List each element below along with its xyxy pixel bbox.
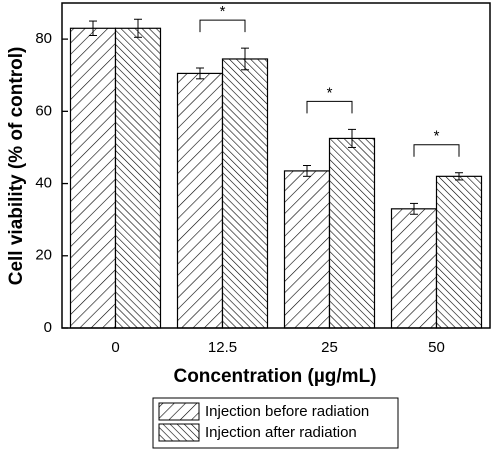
y-axis-title: Cell viability (% of control)	[6, 47, 27, 286]
bar	[283, 170, 331, 329]
legend-swatch	[158, 402, 200, 421]
x-tick-label: 50	[428, 339, 445, 356]
bar	[435, 175, 483, 329]
y-tick-label: 20	[35, 247, 52, 264]
significance-bracket	[199, 19, 246, 33]
bar	[390, 208, 438, 329]
significance-bracket	[306, 100, 353, 114]
bar	[328, 137, 376, 329]
significance-bracket	[413, 144, 460, 157]
y-tick-label: 80	[35, 30, 52, 47]
significance-mark: *	[434, 128, 440, 145]
x-axis-title: Concentration (µg/mL)	[173, 366, 376, 387]
y-tick-label: 60	[35, 102, 52, 119]
bar	[114, 27, 162, 329]
bar	[176, 72, 224, 329]
significance-mark: *	[220, 3, 226, 20]
x-tick-label: 12.5	[208, 339, 237, 356]
y-tick-label: 40	[35, 175, 52, 192]
significance-mark: *	[327, 84, 333, 101]
legend-swatch	[158, 423, 200, 442]
x-tick-label: 0	[111, 339, 119, 356]
legend-label: Injection after radiation	[205, 424, 357, 441]
plot-frame	[61, 2, 491, 329]
bar	[221, 58, 269, 329]
x-tick-label: 25	[321, 339, 338, 356]
bar	[69, 27, 117, 329]
legend-label: Injection before radiation	[205, 403, 369, 420]
y-tick-label: 0	[44, 319, 52, 336]
